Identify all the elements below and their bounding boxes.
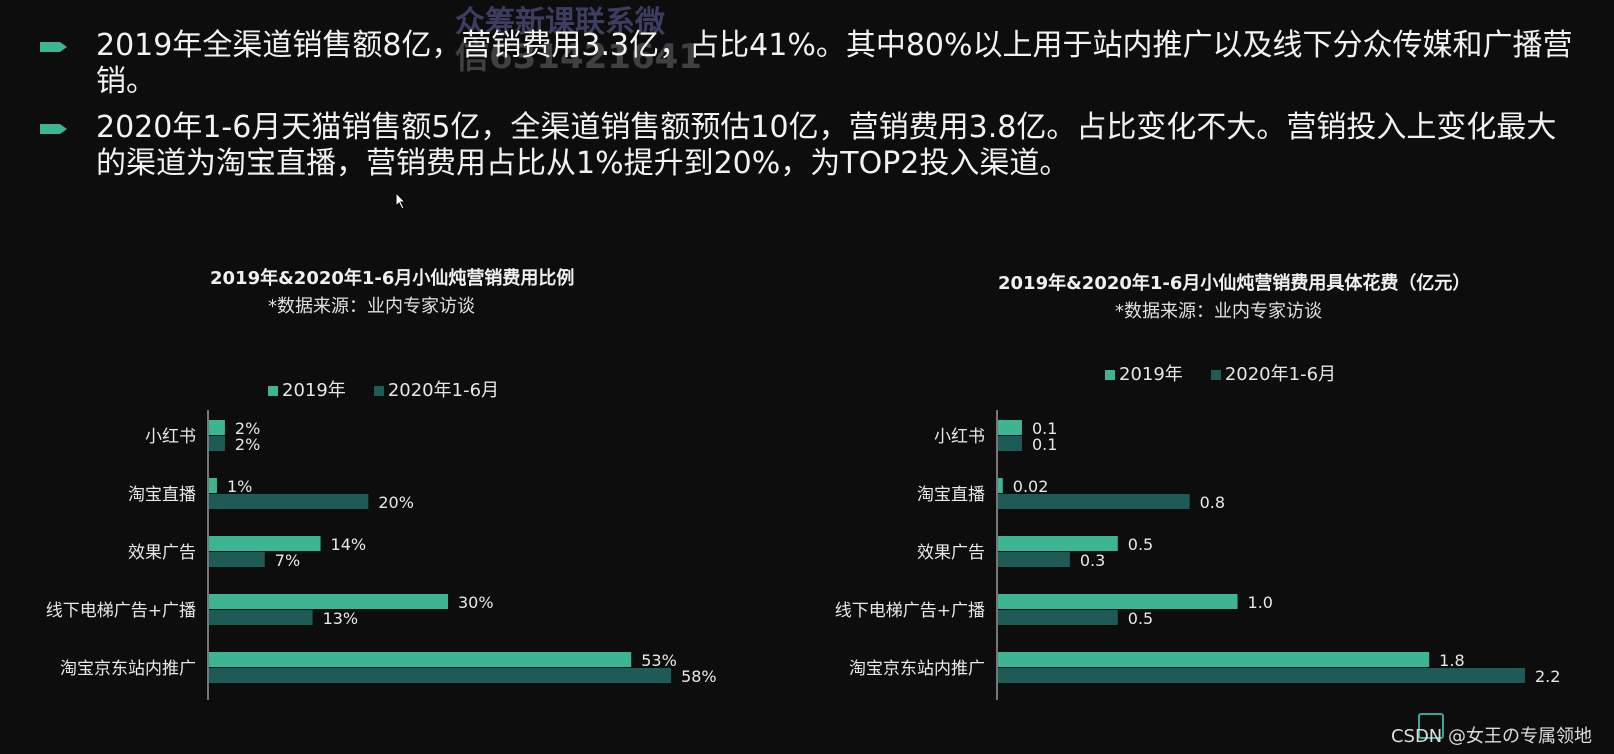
data-label: 14% (331, 535, 367, 554)
bar-2020 (209, 436, 225, 451)
data-label: 2% (235, 435, 260, 454)
bar-2019 (209, 420, 225, 435)
bar-2019 (209, 536, 321, 551)
category-label: 淘宝京东站内推广 (60, 659, 196, 679)
data-label: 2% (235, 419, 260, 438)
data-label: 1% (227, 477, 252, 496)
chart-legend: 2019年 2020年1-6月 (1105, 360, 1336, 386)
chart-legend: 2019年 2020年1-6月 (268, 376, 499, 402)
data-label: 58% (681, 667, 717, 686)
data-label: 13% (323, 609, 359, 628)
chart-subtitle: *数据来源：业内专家访谈 (1115, 301, 1322, 322)
logo-icon (1418, 713, 1444, 739)
category-label: 效果广告 (128, 543, 196, 563)
category-label: 小红书 (145, 427, 196, 447)
legend-swatch (373, 386, 384, 396)
bullet-list: 2019年全渠道销售额8亿，营销费用3.3亿，占比41%。其中80%以上用于站内… (40, 28, 1580, 192)
legend-swatch (1105, 370, 1115, 380)
bullet-text: 2019年全渠道销售额8亿，营销费用3.3亿，占比41%。其中80%以上用于站内… (96, 28, 1573, 99)
data-label: 53% (641, 651, 677, 670)
bullet-item: 2019年全渠道销售额8亿，营销费用3.3亿，占比41%。其中80%以上用于站内… (40, 28, 1580, 100)
legend-item-2020: 2020年1-6月 (373, 376, 500, 402)
category-label: 线下电梯广告+广播 (46, 601, 196, 621)
bar-2020 (209, 610, 313, 625)
legend-label: 2019年 (1119, 364, 1183, 385)
data-label: 20% (378, 493, 414, 512)
bar-2020 (209, 552, 265, 567)
legend-swatch (268, 386, 278, 396)
bullet-item: 2020年1-6月天猫销售额5亿，全渠道销售额预估10亿，营销费用3.8亿。占比… (40, 110, 1580, 182)
legend-label: 2020年1-6月 (387, 380, 500, 401)
bullet-text: 2020年1-6月天猫销售额5亿，全渠道销售额预估10亿，营销费用3.8亿。占比… (96, 110, 1557, 181)
legend-label: 2019年 (282, 380, 346, 401)
legend-item-2019: 2019年 (1105, 360, 1183, 386)
bar-2020 (209, 494, 369, 509)
chart-title: 2019年&2020年1-6月小仙炖营销费用比例 (210, 268, 575, 289)
bar-2019 (209, 478, 217, 493)
mouse-cursor-icon (395, 192, 407, 210)
legend-item-2020: 2020年1-6月 (1210, 360, 1337, 386)
arrow-bullet-icon (40, 42, 67, 52)
data-label: 7% (275, 551, 300, 570)
footer-credit: CSDN @女王の专属领地 (1390, 726, 1592, 747)
chart-subtitle: *数据来源：业内专家访谈 (268, 296, 475, 317)
data-label: 30% (458, 593, 494, 612)
category-label: 淘宝直播 (128, 485, 196, 505)
bar-2019 (209, 594, 448, 609)
bar-2019 (209, 652, 632, 667)
bar-2020 (209, 668, 672, 683)
legend-item-2019: 2019年 (268, 376, 346, 402)
arrow-bullet-icon (40, 124, 67, 134)
legend-swatch (1210, 370, 1221, 380)
chart-title: 2019年&2020年1-6月小仙炖营销费用具体花费（亿元） (998, 273, 1471, 294)
legend-label: 2020年1-6月 (1224, 364, 1337, 385)
